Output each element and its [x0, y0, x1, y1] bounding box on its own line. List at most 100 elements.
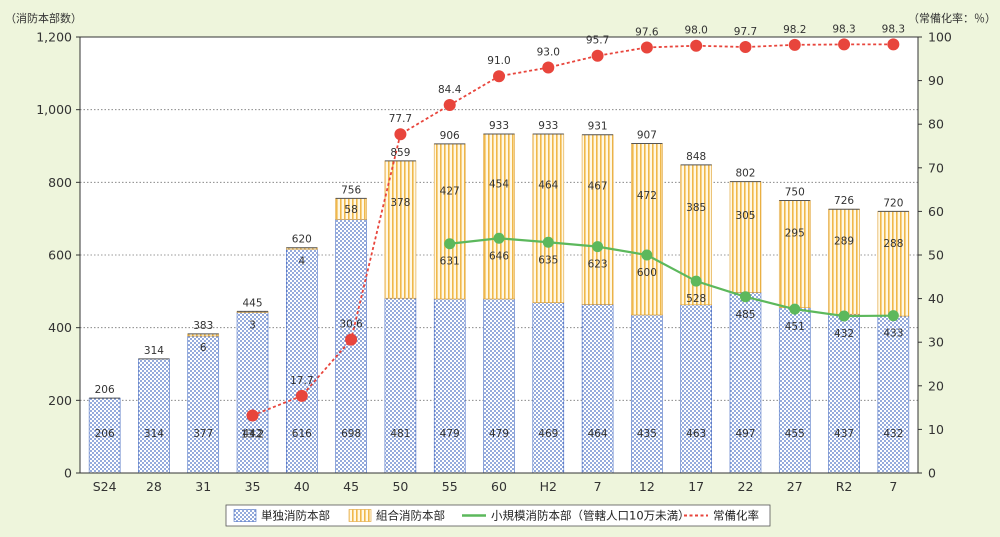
line-rate [252, 43, 894, 417]
small-agency-label: 485 [735, 309, 755, 321]
tandoku-label: 497 [735, 428, 755, 440]
kumiai-label: 6 [200, 342, 207, 354]
tandoku-label: 442 [243, 428, 263, 440]
total-label: 726 [834, 195, 854, 207]
total-label: 931 [588, 121, 608, 133]
rate-label: 84.4 [438, 84, 462, 96]
right-tick-label: 90 [928, 73, 944, 88]
kumiai-label: 467 [588, 181, 608, 193]
total-label: 933 [489, 120, 509, 132]
total-label: 906 [440, 130, 460, 142]
total-label: 383 [193, 320, 213, 332]
point-rate [739, 41, 752, 54]
left-tick-label: 1,200 [36, 30, 72, 45]
total-label: 445 [243, 297, 263, 309]
tandoku-label: 455 [785, 428, 805, 440]
left-tick-label: 800 [48, 175, 72, 190]
right-tick-label: 40 [928, 291, 944, 306]
bar-kumiai [631, 143, 663, 316]
tandoku-label: 479 [440, 428, 460, 440]
bar-tandoku [532, 302, 565, 474]
tandoku-label: 479 [489, 428, 509, 440]
point-small-agencies [493, 232, 505, 244]
x-tick-label: 22 [738, 479, 754, 494]
point-rate [887, 38, 900, 51]
bar-tandoku [88, 397, 121, 474]
left-axis-title: （消防本部数） [5, 11, 82, 25]
bar-kumiai [384, 160, 417, 299]
kumiai-label: 4 [298, 256, 305, 268]
x-tick-label: H2 [540, 479, 557, 494]
small-agency-label: 600 [637, 267, 657, 279]
small-agency-label: 432 [834, 328, 854, 340]
legend-label-tandoku: 単独消防本部 [261, 509, 330, 523]
small-agency-label: 631 [440, 256, 460, 268]
rate-label: 93.0 [537, 47, 560, 59]
bar-tandoku [581, 304, 614, 474]
bar-tandoku [778, 307, 811, 474]
right-tick-label: 60 [928, 204, 944, 219]
tandoku-label: 435 [637, 428, 657, 440]
bar-tandoku [680, 304, 712, 474]
x-tick-label: 55 [442, 479, 458, 494]
point-rate [493, 70, 505, 83]
x-tick-label: 35 [245, 479, 261, 494]
bar-kumiai [433, 143, 466, 300]
rate-label: 98.3 [832, 23, 855, 35]
rate-label: 98.3 [882, 23, 905, 35]
x-tick-label: 40 [294, 479, 310, 494]
tandoku-label: 463 [686, 428, 706, 440]
tandoku-label: 206 [95, 428, 115, 440]
legend-label-small-agencies: 小規模消防本部（管轄人口10万未満） [491, 509, 690, 523]
total-label: 750 [785, 187, 805, 199]
right-tick-label: 100 [928, 30, 952, 45]
line-small-agencies [449, 237, 894, 318]
left-tick-label: 600 [48, 248, 72, 263]
right-tick-label: 20 [928, 378, 944, 393]
bar-kumiai [532, 133, 565, 303]
tandoku-label: 432 [883, 428, 903, 440]
x-tick-label: 7 [594, 479, 602, 494]
point-rate [640, 41, 653, 54]
tandoku-label: 464 [588, 428, 608, 440]
bar-tandoku [384, 297, 417, 474]
x-tick-label: 45 [343, 479, 359, 494]
point-rate [788, 38, 801, 51]
tandoku-label: 377 [193, 428, 213, 440]
bar-kumiai [828, 208, 860, 315]
rate-label: 97.7 [734, 26, 757, 38]
rate-label: 98.0 [684, 25, 707, 37]
small-agency-label: 528 [686, 293, 706, 305]
kumiai-label: 58 [344, 204, 357, 216]
total-label: 848 [686, 151, 706, 163]
x-tick-label: 7 [889, 479, 897, 494]
bar-tandoku [138, 358, 170, 474]
tandoku-label: 469 [538, 428, 558, 440]
small-agency-label: 646 [489, 250, 509, 262]
bar-tandoku [187, 335, 220, 474]
bar-kumiai [581, 134, 614, 305]
kumiai-label: 289 [834, 236, 854, 248]
total-label: 206 [95, 384, 115, 396]
legend-swatch-kumiai [348, 509, 372, 522]
left-tick-label: 1,000 [36, 102, 72, 117]
point-small-agencies [444, 238, 456, 250]
axes: （消防本部数） （常備化率：％） 02004006008001,0001,200… [5, 11, 996, 494]
kumiai-label: 385 [686, 202, 706, 214]
point-small-agencies [592, 241, 604, 253]
bar-kumiai [729, 181, 762, 293]
tandoku-label: 437 [834, 428, 854, 440]
total-label: 859 [390, 147, 410, 159]
rate-label: 91.0 [487, 55, 510, 67]
point-rate [542, 61, 555, 74]
bar-tandoku [236, 312, 269, 474]
kumiai-label: 295 [785, 228, 805, 240]
bar-tandoku [631, 314, 663, 474]
kumiai-label: 305 [735, 210, 755, 222]
small-agency-label: 451 [785, 321, 805, 333]
point-rate [295, 389, 308, 402]
left-tick-label: 200 [48, 393, 72, 408]
total-label: 933 [538, 120, 558, 132]
rate-label: 17.7 [290, 375, 313, 387]
